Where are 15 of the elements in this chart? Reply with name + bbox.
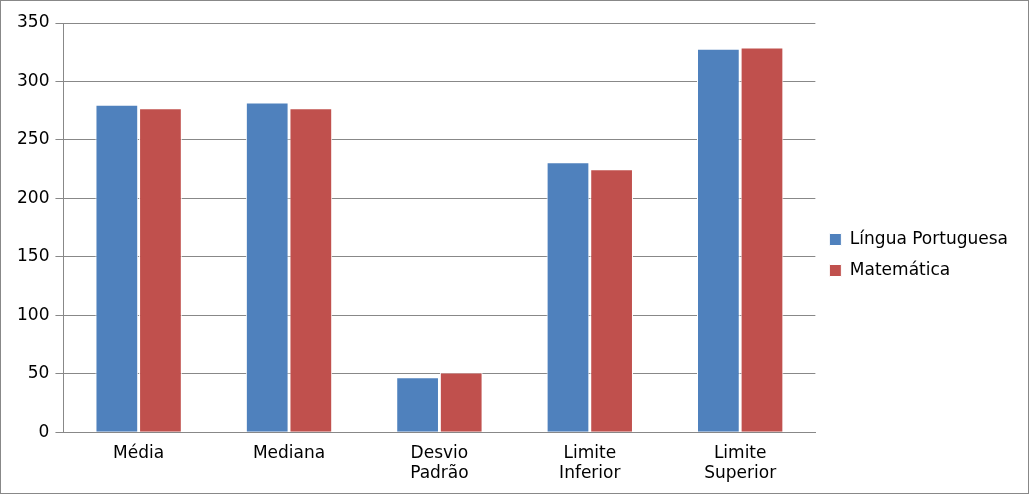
y-tick-label: 350 xyxy=(16,11,50,32)
legend-label: Matemática xyxy=(849,258,951,279)
y-tick-label: 0 xyxy=(38,420,50,441)
x-tick-label: Desvio Padrão xyxy=(410,441,469,483)
x-tick-label: Média xyxy=(113,441,165,462)
y-tick-label: 150 xyxy=(16,245,50,266)
x-tick-label: Limite Superior xyxy=(704,441,777,483)
y-tick-label: 250 xyxy=(16,128,50,149)
y-tick-label: 100 xyxy=(16,303,50,324)
y-tick-label: 200 xyxy=(16,186,50,207)
x-tick-label: Limite Inferior xyxy=(559,441,621,483)
y-tick-label: 50 xyxy=(27,362,50,383)
legend-label: Língua Portuguesa xyxy=(849,227,1009,248)
x-tick-label: Mediana xyxy=(252,441,326,462)
y-tick-label: 300 xyxy=(16,69,50,90)
